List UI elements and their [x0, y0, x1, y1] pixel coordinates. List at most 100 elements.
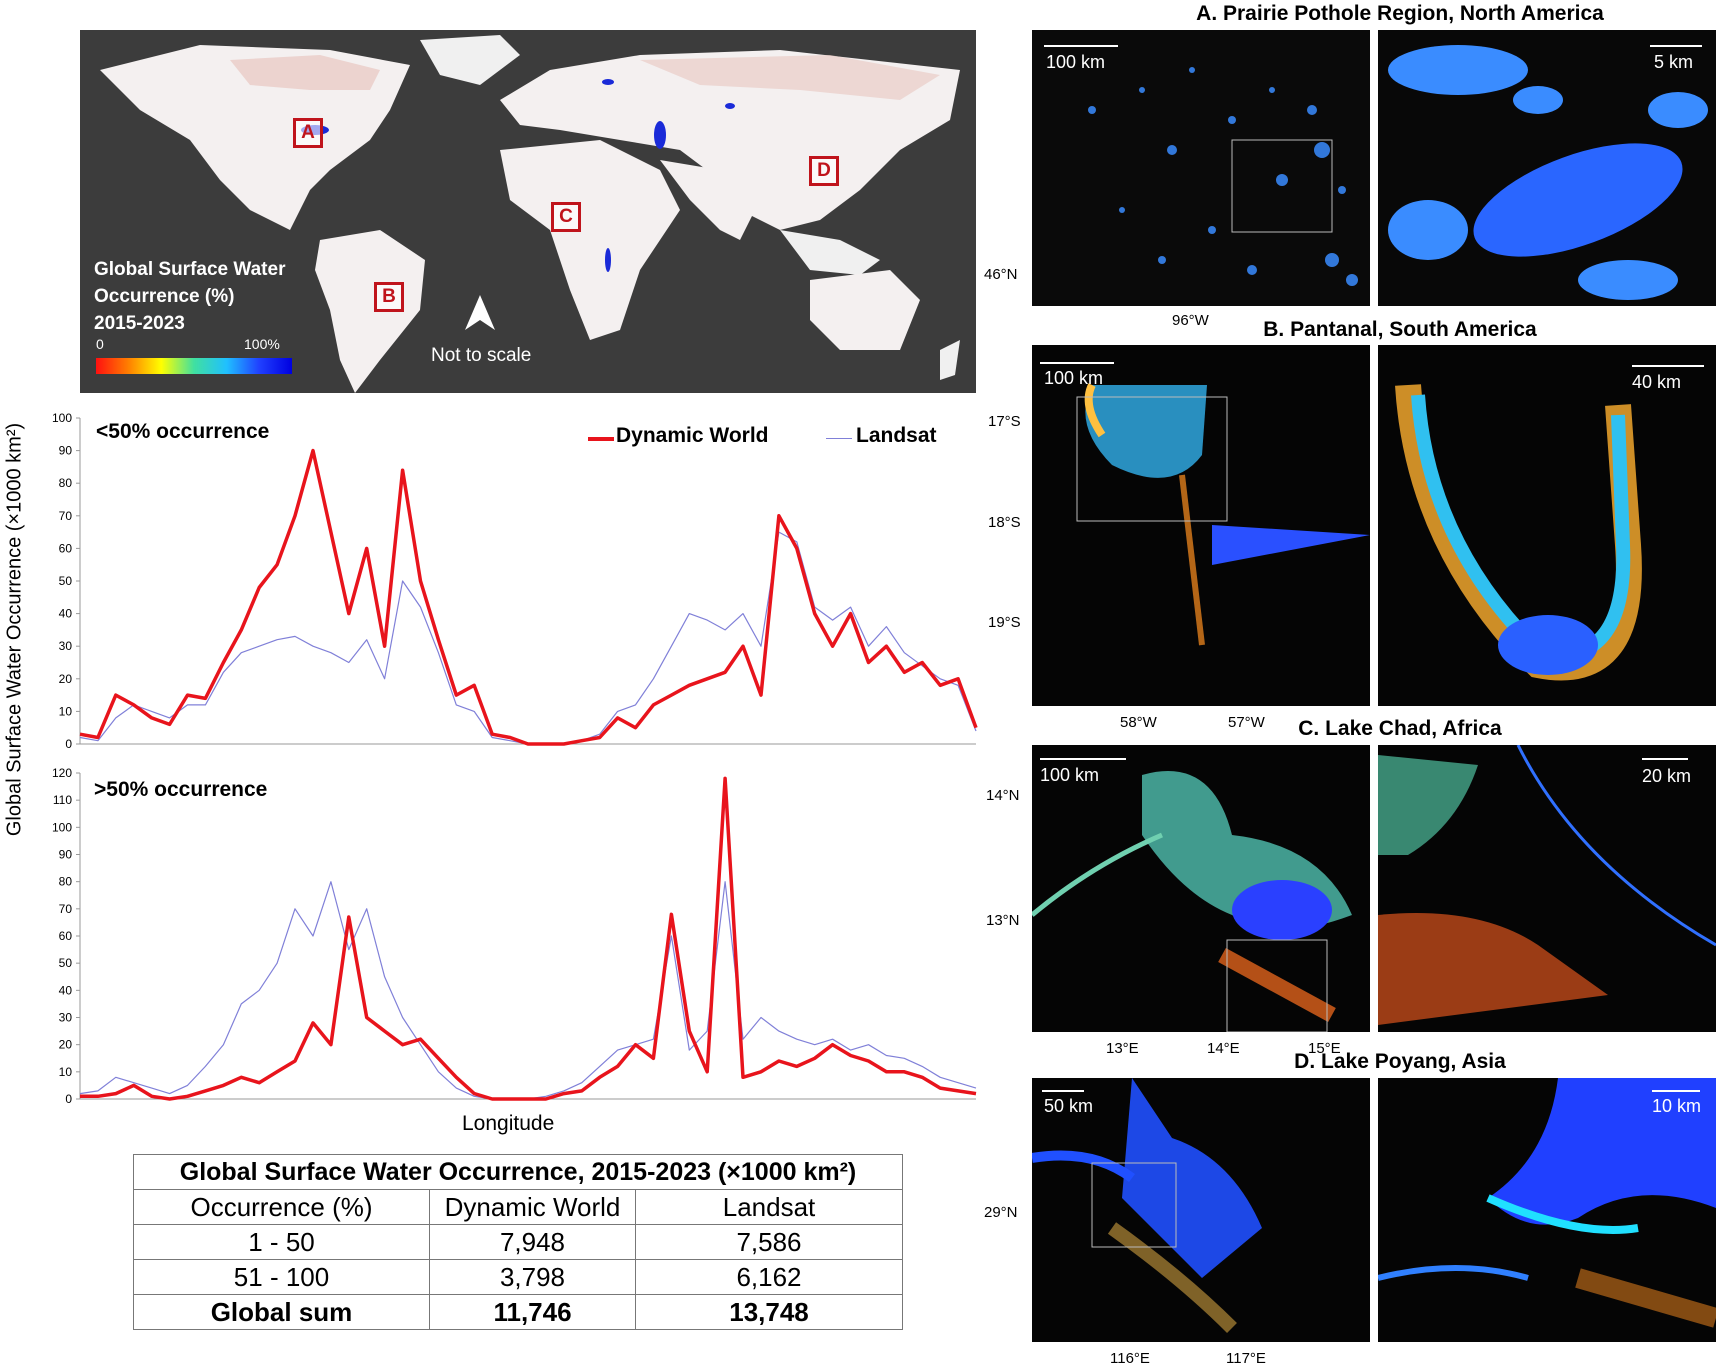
region-box-c: C	[551, 202, 581, 232]
y-tick-label: 10	[59, 1065, 73, 1079]
panel-b-xtick: 57°W	[1228, 714, 1265, 731]
y-tick-label: 0	[65, 737, 72, 751]
map-title: Global Surface Water Occurrence (%) 2015…	[94, 256, 285, 337]
panel-b-overview-svg	[1076, 383, 1370, 646]
y-tick-label: 30	[59, 1011, 73, 1025]
region-box-a: A	[293, 118, 323, 148]
y-tick-label: 90	[59, 444, 73, 458]
panel-a-ytick: 46°N	[984, 266, 1018, 283]
panel-b-scale-left: 100 km	[1044, 368, 1104, 388]
legend-dw-swatch	[588, 437, 614, 441]
panel-c-title: C. Lake Chad, Africa	[1298, 717, 1502, 740]
y-tick-label: 100	[52, 411, 72, 425]
table-row: 1 - 50 7,948 7,586	[133, 1224, 903, 1260]
colorbar-min-label: 0	[96, 336, 104, 352]
y-tick-label: 20	[59, 672, 73, 686]
panel-a-scale-left: 100 km	[1046, 52, 1106, 72]
panel-a-overview-svg	[1088, 67, 1358, 286]
chart2-title: >50% occurrence	[94, 778, 268, 801]
panel-c-overview-image	[1032, 745, 1370, 1032]
chart-low-occurrence: 0 10 20 30 40 50 60 70 80 90 100	[52, 411, 978, 751]
y-tick-label: 0	[65, 1092, 72, 1106]
panel-d-zoom-image	[1378, 1078, 1716, 1342]
panel-d-ytick: 29°N	[984, 1204, 1018, 1221]
table-cell: 3,798	[429, 1259, 636, 1295]
series-line-dynamic-world	[79, 448, 978, 746]
y-tick-label: 60	[59, 929, 73, 943]
panel-c-zoom-svg	[1378, 745, 1716, 1025]
panel-a-scalebar-right	[1650, 45, 1702, 47]
table-cell: 13,748	[635, 1294, 903, 1330]
y-tick-label: 20	[59, 1038, 73, 1052]
panel-c-ytick: 13°N	[986, 912, 1020, 929]
table-cell: 51 - 100	[133, 1259, 430, 1295]
world-map-land	[100, 35, 960, 393]
y-tick-label: 110	[53, 793, 72, 807]
region-box-d: D	[809, 156, 839, 186]
panel-b-ytick: 19°S	[988, 614, 1021, 631]
map-title-line-2: Occurrence (%)	[94, 286, 235, 307]
panel-c-scalebar-right	[1642, 758, 1688, 760]
table-cell: 6,162	[635, 1259, 903, 1295]
y-tick-label: 80	[59, 875, 73, 889]
panel-c-scalebar-left	[1040, 758, 1126, 760]
colorbar-gradient	[96, 358, 292, 374]
region-box-b: B	[374, 282, 404, 312]
panel-a-scalebar-left	[1044, 45, 1118, 47]
panel-a-xtick: 96°W	[1172, 312, 1209, 329]
panel-d-xtick: 117°E	[1226, 1350, 1266, 1367]
series-line-dynamic-world	[80, 776, 977, 1101]
panel-b-zoom-image	[1378, 345, 1716, 706]
panel-b-overview-image	[1032, 345, 1370, 706]
panel-d-title: D. Lake Poyang, Asia	[1294, 1050, 1506, 1073]
panel-a-zoom-image	[1378, 30, 1716, 306]
map-note: Not to scale	[431, 345, 532, 366]
panel-a-scale-right: 5 km	[1654, 52, 1694, 72]
table-cell: Global sum	[133, 1294, 430, 1330]
chart-legend: Dynamic World Landsat	[588, 424, 968, 454]
map-title-line-3: 2015-2023	[94, 313, 185, 334]
series-line-landsat	[79, 531, 977, 745]
y-tick-label: 60	[59, 541, 73, 555]
panel-a-overview-image	[1032, 30, 1370, 306]
y-tick-label: 40	[59, 607, 73, 621]
series-line-landsat	[79, 881, 977, 1100]
y-tick-label: 40	[59, 983, 73, 997]
y-tick-label: 80	[59, 476, 73, 490]
y-tick-label: 10	[59, 704, 73, 718]
colorbar-max-label: 100%	[244, 336, 280, 352]
map-colorbar: 0 100%	[94, 336, 292, 376]
y-axis-label: Global Surface Water Occurrence (×1000 k…	[3, 422, 26, 837]
panel-c-scale-left: 100 km	[1040, 765, 1100, 785]
panel-d-scale-left: 50 km	[1044, 1096, 1094, 1116]
panel-c-overview-svg	[1032, 771, 1352, 1032]
panel-b-scalebar-right	[1632, 365, 1704, 367]
legend-landsat-swatch	[826, 438, 852, 439]
panel-b-scalebar-left	[1040, 362, 1114, 364]
panel-b-ytick: 18°S	[988, 514, 1021, 531]
table-cell: 7,586	[635, 1224, 903, 1260]
panel-d-scalebar-left	[1042, 1090, 1084, 1092]
panel-b-title: B. Pantanal, South America	[1263, 318, 1537, 341]
panel-b-zoom-svg	[1395, 384, 1642, 681]
x-axis-label: Longitude	[462, 1112, 555, 1135]
table-header-occurrence: Occurrence (%)	[133, 1189, 430, 1225]
axis-line	[79, 418, 976, 745]
panel-a-zoom-svg	[1388, 45, 1708, 300]
table-row: 51 - 100 3,798 6,162	[133, 1259, 903, 1295]
table-cell: 1 - 50	[133, 1224, 430, 1260]
y-tick-label: 70	[59, 902, 73, 916]
table-header-dw: Dynamic World	[429, 1189, 636, 1225]
legend-landsat-label: Landsat	[856, 424, 937, 447]
panel-c-xtick: 15°E	[1308, 1040, 1341, 1057]
panel-b-scale-right: 40 km	[1632, 372, 1682, 392]
panel-b-xtick: 58°W	[1120, 714, 1157, 731]
y-tick-label: 70	[59, 509, 73, 523]
panel-b-ytick: 17°S	[988, 413, 1021, 430]
y-tick-label: 30	[59, 639, 73, 653]
world-map: Global Surface Water Occurrence (%) 2015…	[80, 30, 976, 393]
y-tick-label: 100	[52, 820, 72, 834]
y-tick-label: 50	[59, 574, 73, 588]
table-sum-row: Global sum 11,746 13,748	[133, 1294, 903, 1330]
y-tick-label: 120	[52, 766, 72, 780]
